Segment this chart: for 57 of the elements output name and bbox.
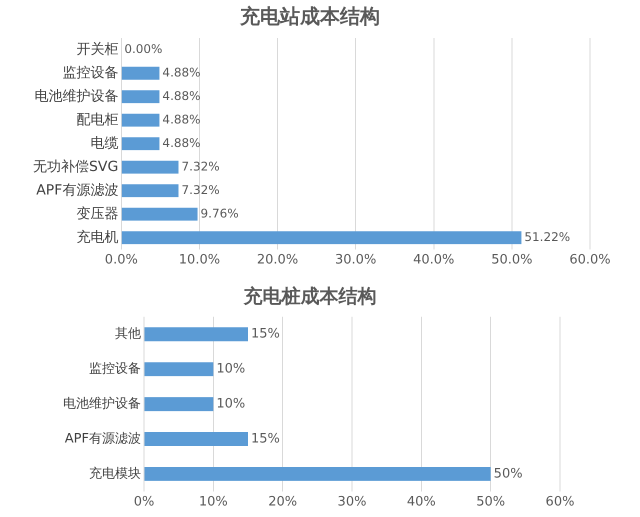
y-tick-label: 其他 <box>115 326 141 342</box>
x-tick-label: 0% <box>134 494 154 510</box>
bar <box>122 208 198 221</box>
y-tick-label: 电池维护设备 <box>63 396 141 412</box>
y-tick-label: 监控设备 <box>89 362 141 377</box>
bar <box>122 231 522 244</box>
data-label: 4.88% <box>162 65 201 80</box>
y-tick-label: 充电机 <box>76 229 118 246</box>
data-label: 4.88% <box>162 88 201 103</box>
bar <box>144 327 248 342</box>
x-tick-label: 40.0% <box>413 252 454 268</box>
x-tick-label: 10.0% <box>178 252 220 268</box>
bar <box>122 114 160 127</box>
y-tick-label: APF有源滤波 <box>36 182 118 198</box>
y-tick-label: 电缆 <box>90 135 118 152</box>
data-label: 15% <box>251 431 280 446</box>
bar <box>122 90 160 104</box>
chart-title: 充电站成本结构 <box>239 4 380 28</box>
y-tick-label: 变压器 <box>76 206 118 222</box>
x-tick-label: 30% <box>338 494 366 510</box>
x-tick-label: 60% <box>546 494 574 510</box>
y-tick-label: 无功补偿SVG <box>33 158 118 175</box>
x-tick-label: 0.0% <box>104 252 138 268</box>
data-label: 15% <box>251 326 280 342</box>
data-label: 7.32% <box>181 159 220 174</box>
data-label: 51.22% <box>524 230 570 244</box>
x-tick-label: 30.0% <box>335 252 376 268</box>
y-tick-label: APF有源滤波 <box>64 431 141 446</box>
y-tick-label: 电池维护设备 <box>34 88 118 104</box>
bar <box>122 160 178 174</box>
x-tick-label: 10% <box>198 494 228 510</box>
bar <box>144 362 214 376</box>
data-label: 0.00% <box>124 42 162 56</box>
y-tick-label: 开关柜 <box>76 41 118 58</box>
data-label: 50% <box>494 466 523 482</box>
y-tick-label: 充电模块 <box>89 466 141 482</box>
x-tick-label: 20% <box>268 494 298 510</box>
data-label: 4.88% <box>162 112 201 126</box>
bar <box>144 397 214 412</box>
x-tick-label: 60.0% <box>569 252 611 268</box>
x-tick-label: 20.0% <box>256 252 298 268</box>
x-tick-label: 40% <box>406 494 436 510</box>
y-tick-label: 配电柜 <box>76 112 118 128</box>
bar <box>122 66 160 80</box>
x-tick-label: 50% <box>476 494 506 510</box>
chart-title: 充电桩成本结构 <box>242 285 376 308</box>
data-label: 10% <box>216 362 246 377</box>
data-label: 7.32% <box>181 182 220 197</box>
bar <box>122 137 160 150</box>
bar <box>144 432 248 446</box>
x-tick-label: 50.0% <box>491 252 533 268</box>
data-label: 10% <box>216 396 246 412</box>
bar <box>122 184 178 198</box>
data-label: 9.76% <box>200 206 239 220</box>
bar <box>144 466 491 481</box>
y-tick-label: 监控设备 <box>62 64 118 81</box>
data-label: 4.88% <box>162 136 201 150</box>
